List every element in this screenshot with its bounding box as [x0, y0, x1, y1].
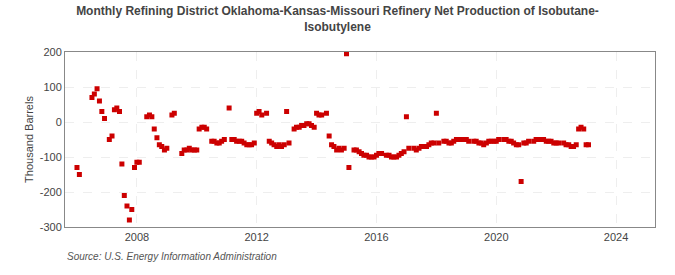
svg-text:Monthly Refining District Okla: Monthly Refining District Oklahoma-Kansa… [76, 4, 599, 34]
svg-text:2024: 2024 [604, 231, 628, 243]
svg-text:2012: 2012 [244, 231, 268, 243]
svg-text:Source: U.S. Energy Informatio: Source: U.S. Energy Information Administ… [67, 251, 277, 262]
svg-text:200: 200 [43, 46, 61, 58]
svg-text:2020: 2020 [484, 231, 508, 243]
svg-text:2008: 2008 [125, 231, 149, 243]
svg-text:100: 100 [43, 81, 61, 93]
svg-text:-200: -200 [40, 186, 62, 198]
svg-text:2016: 2016 [364, 231, 388, 243]
svg-text:0: 0 [56, 116, 62, 128]
svg-text:-300: -300 [40, 221, 62, 233]
svg-text:-100: -100 [40, 151, 62, 163]
svg-text:Thousand Barrels: Thousand Barrels [23, 96, 35, 183]
